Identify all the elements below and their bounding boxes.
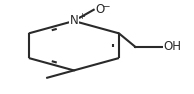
Text: −: − (102, 2, 110, 11)
Text: O: O (95, 3, 105, 16)
Text: +: + (78, 12, 85, 21)
Text: OH: OH (163, 40, 181, 53)
Text: N: N (69, 14, 78, 27)
